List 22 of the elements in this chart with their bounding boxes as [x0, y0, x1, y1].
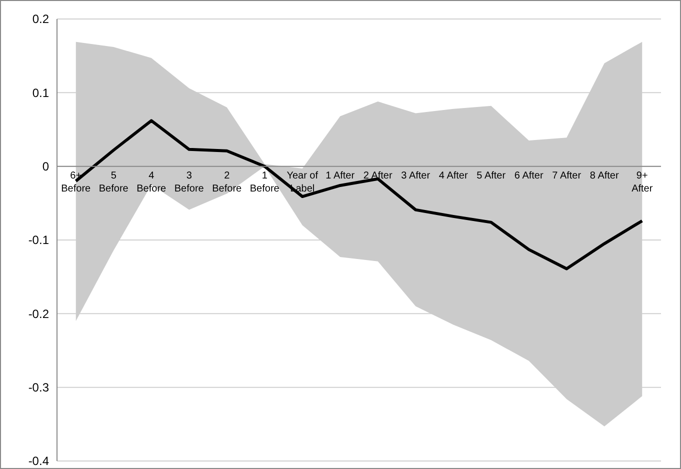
y-tick-label: -0.3: [28, 380, 50, 395]
x-tick-label: 7 After: [552, 170, 582, 182]
x-tick-label: 3 Before: [174, 170, 204, 194]
x-tick-label: 5 Before: [98, 170, 129, 194]
x-tick-label: 6 After: [514, 170, 544, 182]
x-tick-label: 2 After: [363, 170, 393, 182]
x-tick-label: 4 After: [438, 170, 468, 182]
x-tick-label: 8 After: [590, 170, 620, 182]
x-tick-label: 5 After: [476, 170, 506, 182]
x-tick-label: 4 Before: [136, 170, 167, 194]
y-tick-label: 0: [42, 160, 50, 174]
x-tick-label: 2 Before: [212, 170, 242, 194]
x-tick-label: 6+ Before: [61, 170, 92, 194]
x-tick-label: 1 Before: [250, 170, 280, 194]
y-tick-label: -0.4: [28, 454, 50, 468]
y-tick-label: 0.2: [32, 12, 50, 26]
y-tick-label: -0.2: [28, 306, 50, 321]
x-tick-label: 9+ After: [632, 170, 654, 194]
x-tick-label: 3 After: [401, 170, 431, 182]
y-tick-label: 0.1: [32, 86, 50, 100]
x-tick-label: 1 After: [326, 170, 356, 182]
y-tick-label: -0.1: [28, 233, 50, 248]
